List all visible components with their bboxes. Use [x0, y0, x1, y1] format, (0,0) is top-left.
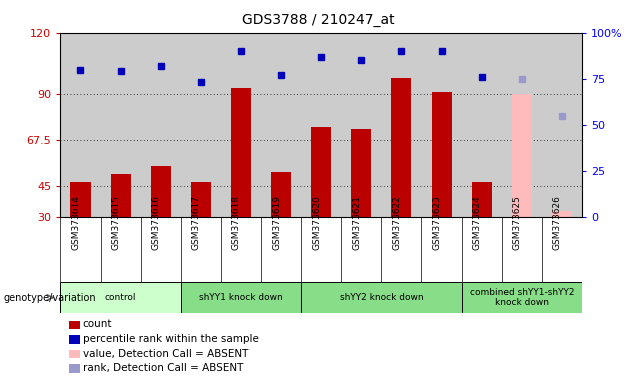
Bar	[271, 172, 291, 217]
Text: value, Detection Call = ABSENT: value, Detection Call = ABSENT	[83, 349, 248, 359]
Text: GSM373625: GSM373625	[513, 195, 522, 250]
Text: genotype/variation: genotype/variation	[3, 293, 96, 303]
Text: shYY2 knock down: shYY2 knock down	[340, 293, 423, 302]
Bar	[431, 92, 452, 217]
Bar	[231, 88, 251, 217]
Bar	[472, 182, 492, 217]
Text: control: control	[105, 293, 136, 302]
Text: GSM373621: GSM373621	[352, 195, 361, 250]
Text: shYY1 knock down: shYY1 knock down	[199, 293, 283, 302]
Text: count: count	[83, 319, 112, 329]
Text: GSM373614: GSM373614	[71, 195, 81, 250]
Bar	[301, 282, 462, 313]
Text: GSM373622: GSM373622	[392, 195, 401, 250]
Bar	[191, 182, 211, 217]
Bar	[391, 78, 411, 217]
Text: GSM373626: GSM373626	[553, 195, 562, 250]
Bar	[351, 129, 371, 217]
Text: GSM373615: GSM373615	[111, 195, 121, 250]
Bar	[181, 282, 301, 313]
Text: rank, Detection Call = ABSENT: rank, Detection Call = ABSENT	[83, 363, 243, 373]
Text: GSM373619: GSM373619	[272, 195, 281, 250]
Bar	[311, 127, 331, 217]
Text: GSM373616: GSM373616	[152, 195, 161, 250]
Bar	[60, 282, 181, 313]
Text: GSM373617: GSM373617	[192, 195, 201, 250]
Text: GSM373623: GSM373623	[432, 195, 441, 250]
Text: GSM373620: GSM373620	[312, 195, 321, 250]
Bar	[71, 182, 90, 217]
Bar	[111, 174, 130, 217]
Bar	[512, 94, 532, 217]
Text: GSM373618: GSM373618	[232, 195, 241, 250]
Bar	[462, 282, 582, 313]
Text: GDS3788 / 210247_at: GDS3788 / 210247_at	[242, 13, 394, 27]
Text: GSM373624: GSM373624	[473, 195, 481, 250]
Bar	[552, 211, 572, 217]
Bar	[151, 166, 170, 217]
Text: combined shYY1-shYY2
knock down: combined shYY1-shYY2 knock down	[469, 288, 574, 307]
Text: percentile rank within the sample: percentile rank within the sample	[83, 334, 259, 344]
